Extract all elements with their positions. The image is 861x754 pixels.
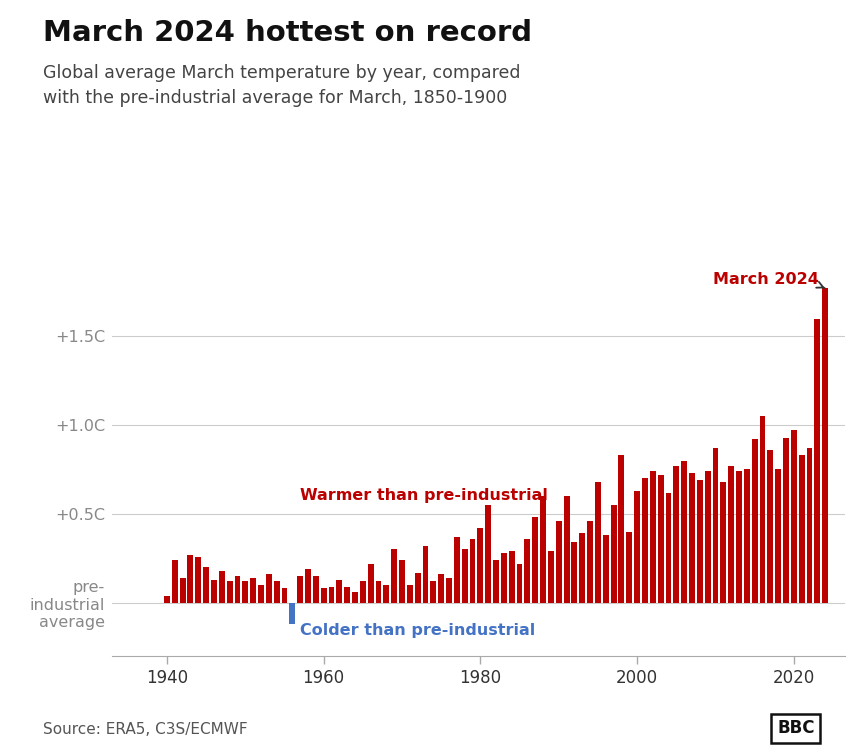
Bar: [344, 587, 350, 602]
Bar: [469, 539, 475, 602]
Bar: [798, 455, 803, 602]
Bar: [250, 578, 256, 602]
Bar: [461, 550, 467, 602]
Bar: [368, 564, 373, 602]
Bar: [806, 448, 811, 602]
Bar: [563, 496, 569, 602]
Bar: [477, 528, 483, 602]
Text: Colder than pre-industrial: Colder than pre-industrial: [300, 624, 535, 638]
Bar: [454, 537, 459, 602]
Bar: [211, 580, 217, 602]
Bar: [814, 318, 820, 602]
Bar: [759, 416, 765, 602]
Bar: [187, 555, 193, 602]
Bar: [383, 585, 389, 602]
Bar: [406, 585, 412, 602]
Text: Global average March temperature by year, compared
with the pre-industrial avera: Global average March temperature by year…: [43, 64, 520, 107]
Bar: [821, 288, 827, 602]
Bar: [179, 578, 185, 602]
Bar: [720, 482, 725, 602]
Bar: [164, 596, 170, 602]
Bar: [242, 581, 248, 602]
Bar: [641, 478, 647, 602]
Bar: [617, 455, 623, 602]
Bar: [375, 581, 381, 602]
Bar: [195, 556, 201, 602]
Bar: [555, 521, 561, 602]
Bar: [571, 542, 577, 602]
Bar: [414, 572, 420, 602]
Bar: [743, 470, 749, 602]
Bar: [610, 505, 616, 602]
Bar: [602, 535, 608, 602]
Bar: [492, 560, 499, 602]
Bar: [696, 480, 702, 602]
Bar: [171, 560, 177, 602]
Bar: [774, 470, 780, 602]
Bar: [320, 588, 326, 602]
Bar: [273, 581, 279, 602]
Bar: [445, 578, 451, 602]
Bar: [508, 551, 514, 602]
Bar: [657, 475, 663, 602]
Bar: [336, 580, 342, 602]
Bar: [626, 532, 631, 602]
Text: Source: ERA5, C3S/ECMWF: Source: ERA5, C3S/ECMWF: [43, 722, 247, 737]
Bar: [728, 466, 734, 602]
Bar: [226, 581, 232, 602]
Bar: [437, 575, 443, 602]
Bar: [203, 567, 208, 602]
Bar: [594, 482, 600, 602]
Text: BBC: BBC: [776, 719, 814, 737]
Bar: [579, 533, 585, 602]
Bar: [297, 576, 303, 602]
Text: March 2024: March 2024: [713, 272, 824, 288]
Bar: [516, 564, 522, 602]
Bar: [500, 553, 506, 602]
Bar: [649, 471, 655, 602]
Bar: [523, 539, 530, 602]
Bar: [688, 473, 694, 602]
Bar: [586, 521, 592, 602]
Bar: [703, 471, 709, 602]
Bar: [305, 569, 311, 602]
Text: March 2024 hottest on record: March 2024 hottest on record: [43, 19, 531, 47]
Bar: [313, 576, 319, 602]
Bar: [766, 450, 772, 602]
Bar: [782, 437, 788, 602]
Bar: [257, 585, 263, 602]
Text: Warmer than pre-industrial: Warmer than pre-industrial: [300, 489, 548, 503]
Bar: [351, 592, 357, 602]
Bar: [289, 602, 294, 624]
Bar: [531, 517, 537, 602]
Bar: [540, 496, 545, 602]
Bar: [735, 471, 741, 602]
Bar: [485, 505, 491, 602]
Bar: [282, 588, 287, 602]
Bar: [634, 491, 639, 602]
Bar: [422, 546, 428, 602]
Bar: [391, 550, 397, 602]
Bar: [430, 581, 436, 602]
Bar: [751, 440, 757, 602]
Bar: [672, 466, 678, 602]
Bar: [234, 576, 240, 602]
Bar: [680, 461, 686, 602]
Bar: [265, 575, 271, 602]
Bar: [712, 448, 717, 602]
Bar: [360, 581, 365, 602]
Bar: [219, 571, 225, 602]
Bar: [399, 560, 405, 602]
Bar: [790, 431, 796, 602]
Bar: [328, 587, 334, 602]
Bar: [665, 492, 671, 602]
Bar: [548, 551, 554, 602]
